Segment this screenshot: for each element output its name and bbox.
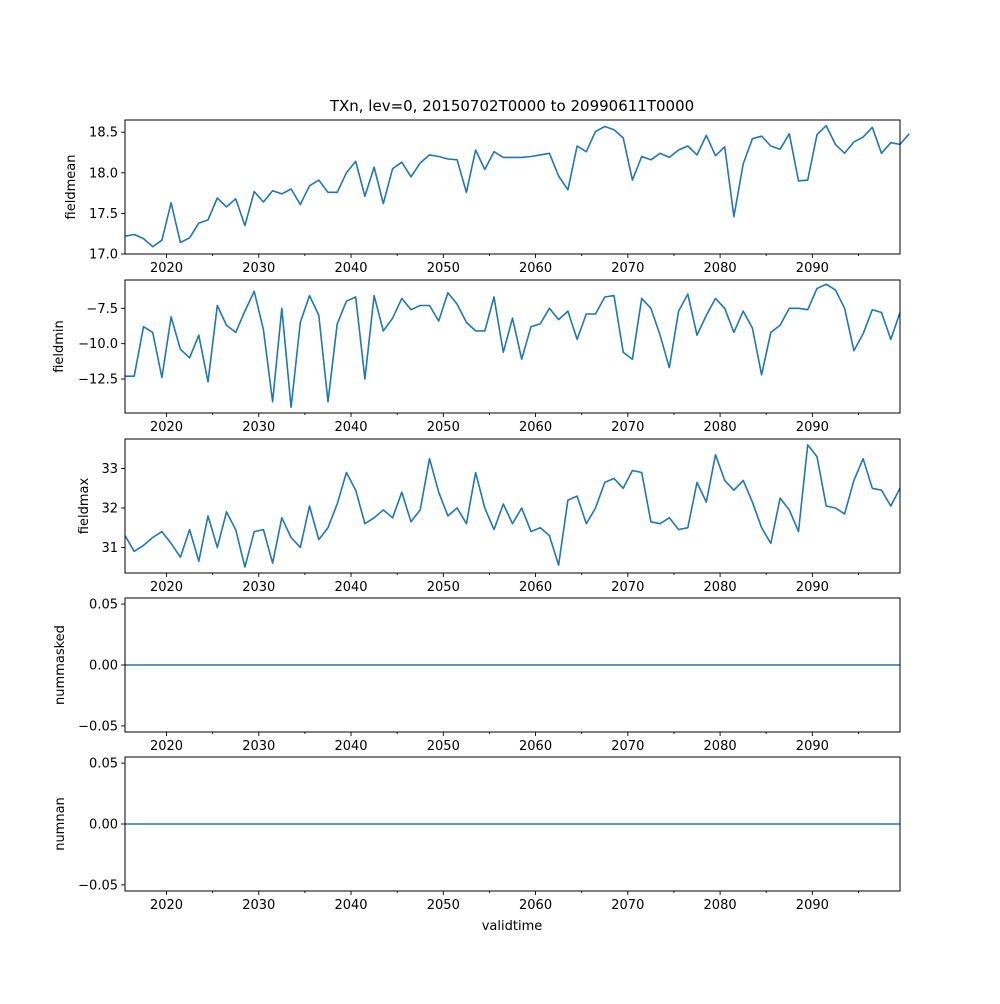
panel-numnan: 2020 2030 2040 2050 2060 2070 2080 2090 −0.05 0.0… [53, 756, 901, 913]
x-tick-label: 2090 [796, 898, 829, 913]
fieldmax-axes-frame [124, 438, 901, 574]
fieldmax-series-line [124, 444, 901, 568]
x-tick-label: 2060 [519, 261, 552, 276]
x-tick-label: 2020 [150, 580, 183, 595]
x-tick-label: 2050 [427, 420, 460, 435]
x-tick-label: 2050 [427, 580, 460, 595]
x-tick-label: 2050 [427, 739, 460, 754]
y-tick-label: 17.5 [89, 207, 118, 222]
panel-fieldmax: 2020 2030 2040 2050 2060 2070 2080 2090 31 32 33 fi… [77, 438, 901, 595]
y-tick-label: −0.05 [78, 878, 118, 893]
x-tick-label: 2020 [150, 739, 183, 754]
y-tick-label: 17.0 [89, 248, 118, 263]
x-tick-label: 2090 [796, 739, 829, 754]
y-tick-label: 32 [101, 501, 118, 516]
x-tick-label: 2060 [519, 420, 552, 435]
y-tick-label: 31 [101, 541, 118, 556]
y-tick-label: 0.05 [89, 757, 118, 772]
x-tick-label: 2080 [704, 898, 737, 913]
x-tick-label: 2080 [704, 420, 737, 435]
x-tick-label: 2080 [704, 261, 737, 276]
x-tick-label: 2040 [334, 420, 367, 435]
x-tick-label: 2020 [150, 261, 183, 276]
x-tick-label: 2020 [150, 420, 183, 435]
x-tick-label: 2080 [704, 739, 737, 754]
y-tick-label: −0.05 [78, 719, 118, 734]
x-tick-label: 2090 [796, 580, 829, 595]
x-tick-label: 2020 [150, 898, 183, 913]
y-tick-label: 0.00 [89, 659, 118, 674]
x-tick-label: 2040 [334, 898, 367, 913]
y-axis-label: fieldmax [77, 478, 92, 535]
y-tick-label: 33 [101, 462, 118, 477]
x-tick-label: 2070 [611, 739, 644, 754]
fieldmean-series-line [124, 124, 910, 248]
x-tick-label: 2070 [611, 420, 644, 435]
y-tick-label: −10.0 [78, 337, 118, 352]
x-tick-label: 2090 [796, 420, 829, 435]
x-tick-label: 2030 [242, 898, 275, 913]
y-tick-label: 18.0 [89, 166, 118, 181]
x-tick-label: 2070 [611, 898, 644, 913]
y-tick-label: 18.5 [89, 126, 118, 141]
y-tick-label: −12.5 [78, 373, 118, 388]
x-tick-label: 2030 [242, 580, 275, 595]
panel-fieldmean: 2020 2030 2040 2050 2060 2070 2080 2090 17.0 17.5… [64, 119, 910, 276]
y-axis-label: nummasked [53, 625, 68, 705]
y-tick-label: 0.05 [89, 598, 118, 613]
x-tick-label: 2040 [334, 261, 367, 276]
x-axis-label: validtime [482, 919, 543, 934]
x-tick-label: 2060 [519, 898, 552, 913]
x-tick-label: 2070 [611, 261, 644, 276]
x-tick-label: 2060 [519, 580, 552, 595]
x-tick-label: 2030 [242, 261, 275, 276]
y-axis-label: numnan [53, 797, 68, 851]
x-tick-label: 2060 [519, 739, 552, 754]
y-axis-label: fieldmean [64, 155, 79, 220]
panel-nummasked: 2020 2030 2040 2050 2060 2070 2080 2090 −0.05 0.0… [53, 597, 901, 754]
x-tick-label: 2030 [242, 739, 275, 754]
x-tick-label: 2080 [704, 580, 737, 595]
x-tick-label: 2040 [334, 580, 367, 595]
x-tick-label: 2090 [796, 261, 829, 276]
x-tick-label: 2050 [427, 898, 460, 913]
fieldmean-axes-frame [124, 119, 901, 255]
x-tick-label: 2070 [611, 580, 644, 595]
x-tick-label: 2030 [242, 420, 275, 435]
y-tick-label: 0.00 [89, 818, 118, 833]
x-tick-label: 2050 [427, 261, 460, 276]
y-axis-label: fieldmin [52, 320, 67, 373]
x-tick-label: 2040 [334, 739, 367, 754]
figure-title: TXn, lev=0, 20150702T0000 to 20990611T00… [329, 97, 694, 115]
fieldmin-axes-frame [124, 279, 901, 414]
panel-fieldmin: 2020 2030 2040 2050 2060 2070 2080 2090 −12.5 −10… [52, 279, 901, 435]
y-tick-label: −7.5 [86, 302, 118, 317]
fieldmin-series-line [125, 283, 901, 409]
